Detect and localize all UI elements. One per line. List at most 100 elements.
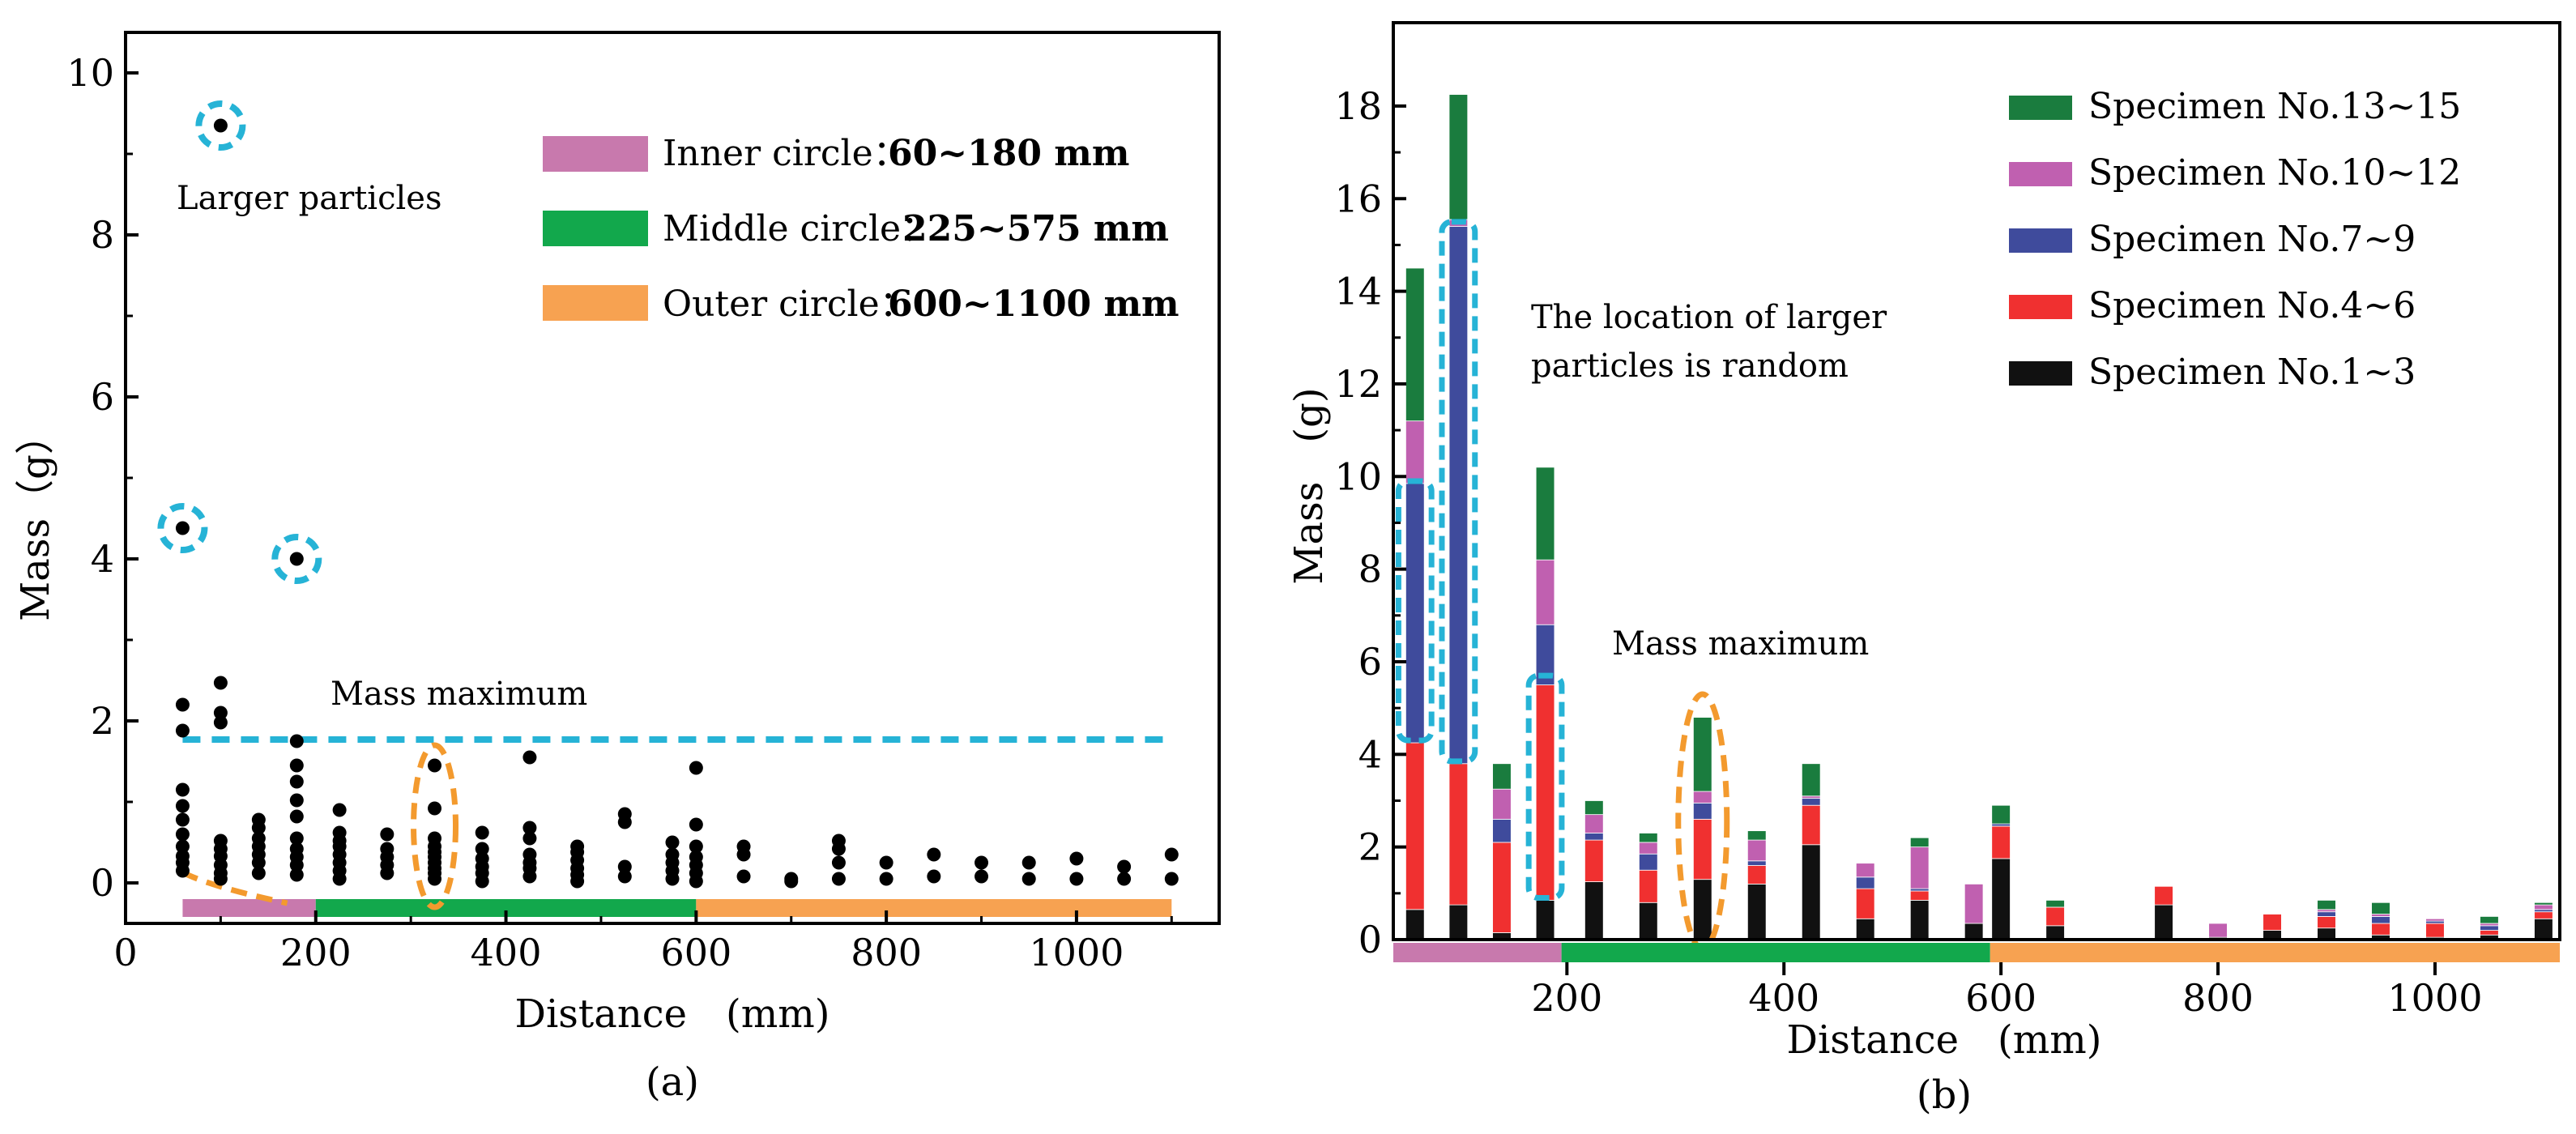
region-bar-middle	[1561, 943, 1990, 962]
data-point	[213, 118, 228, 133]
bar-segment-series-0	[2317, 927, 2336, 940]
bar-segment-series-2	[1639, 853, 1658, 871]
panel-b-y-axis: 0 2 4 6 8 10 12 14 16 18	[1334, 84, 1406, 961]
data-point	[428, 801, 442, 816]
data-point	[1164, 872, 1179, 886]
bar-segment-series-2	[2371, 916, 2390, 924]
larger-particle-highlight	[195, 100, 246, 151]
legend-label: Specimen No.7~9	[2088, 219, 2416, 260]
panel-a-legend: Inner circle： 60~180 mm Middle circle： 2…	[543, 133, 1179, 325]
bar-segment-series-1	[1746, 865, 1767, 885]
random-location-outline-60	[1395, 478, 1435, 744]
bar-segment-series-3	[2425, 918, 2445, 922]
bar-segment-series-4	[1692, 717, 1712, 792]
bar-segment-series-1	[1855, 888, 1875, 919]
bar-segment-series-4	[1909, 837, 1930, 848]
data-point	[175, 799, 190, 813]
legend-label: Specimen No.13~15	[2088, 86, 2461, 127]
bar-segment-series-3	[1405, 420, 1425, 484]
region-bar-inner	[182, 899, 316, 917]
bar-segment-series-4	[2480, 916, 2499, 924]
data-point	[1117, 859, 1132, 874]
region-bar-outer	[696, 899, 1172, 917]
panel-a-scatter-chart: 0 2 4 6 8 10 0 200 400 600 800 1000 Mass（g） Distan…	[13, 31, 1221, 1105]
bar-segment-series-3	[2208, 923, 2228, 938]
y-tick-label: 0	[91, 861, 114, 905]
x-tick-label: 1000	[2387, 976, 2482, 1020]
bar-segment-series-0	[2534, 918, 2553, 940]
bar-segment-series-1	[1801, 804, 1821, 846]
bar-segment-series-4	[1746, 830, 1767, 841]
data-point	[175, 863, 190, 878]
data-point	[1164, 847, 1179, 862]
bar-segment-series-1	[1448, 763, 1469, 906]
bar-segment-series-0	[1639, 902, 1658, 940]
bar-segment-series-4	[1584, 800, 1604, 816]
bar-segment-series-1	[1535, 684, 1555, 901]
bar-segment-series-2	[2534, 909, 2553, 913]
data-point	[213, 715, 228, 730]
data-point	[428, 758, 442, 773]
panel-b-mass-maximum-label: Mass maximum	[1612, 625, 1869, 663]
y-tick-label: 6	[91, 375, 114, 419]
data-point	[522, 869, 537, 884]
data-point	[289, 858, 304, 872]
data-point	[617, 859, 632, 874]
bar-segment-series-3	[1692, 791, 1712, 804]
data-point	[831, 855, 846, 870]
data-point	[831, 842, 846, 856]
data-point	[175, 697, 190, 712]
bar-segment-series-3	[2371, 914, 2390, 917]
data-point	[784, 874, 799, 889]
panel-b-caption: (b)	[1917, 1072, 1972, 1118]
bar-segment-series-2	[1492, 818, 1512, 843]
bar-segment-series-2	[1405, 483, 1425, 744]
data-point	[475, 842, 489, 856]
bar-segment-series-3	[1746, 839, 1767, 862]
data-point	[1069, 851, 1084, 866]
bar-segment-series-4	[2045, 900, 2065, 908]
panel-b-random-location-line2: particles is random	[1531, 347, 1849, 385]
x-tick-label: 200	[1531, 976, 1602, 1020]
y-tick-label: 8	[91, 213, 114, 257]
bar-segment-series-0	[1746, 883, 1767, 940]
data-point	[289, 809, 304, 824]
bar-segment-series-3	[1535, 559, 1555, 625]
bar-segment-series-1	[1909, 890, 1930, 901]
data-point	[213, 676, 228, 690]
bar-segment-series-3	[2480, 923, 2499, 927]
data-point	[380, 827, 395, 842]
data-point	[289, 793, 304, 808]
region-bar-outer	[1990, 943, 2560, 962]
panel-a-region-bars	[182, 899, 1172, 917]
y-tick-label: 10	[66, 51, 114, 95]
x-tick-label: 400	[1748, 976, 1819, 1020]
bar-segment-series-1	[2045, 906, 2065, 927]
bar-segment-series-0	[1855, 918, 1875, 940]
data-point	[1021, 872, 1036, 886]
bar-segment-series-3	[1492, 788, 1512, 820]
bar-segment-series-4	[1405, 267, 1425, 422]
bar-segment-series-0	[2154, 904, 2173, 940]
bar-segment-series-2	[1801, 798, 1821, 806]
panel-a-x-axis-label: Distance (mm)	[514, 991, 830, 1037]
data-point	[289, 734, 304, 748]
data-point	[175, 839, 190, 854]
bar-segment-series-0	[1448, 904, 1469, 940]
data-point	[689, 761, 703, 775]
x-tick-label: 800	[2182, 976, 2254, 1020]
y-tick-label: 4	[91, 537, 114, 581]
y-tick-label: 8	[1358, 548, 1382, 591]
bar-segment-series-0	[1991, 858, 2011, 940]
data-point	[175, 521, 190, 535]
data-point	[175, 782, 190, 797]
panel-b-y-axis-label: Mass (g)	[1286, 387, 1332, 584]
data-point	[289, 868, 304, 882]
x-tick-label: 0	[113, 931, 137, 974]
mass-maximum-ellipse	[411, 742, 459, 910]
bar-segment-series-1	[2371, 923, 2390, 936]
data-point	[879, 855, 893, 870]
data-point	[927, 847, 941, 862]
x-tick-label: 1000	[1029, 931, 1124, 974]
data-point	[332, 803, 347, 817]
